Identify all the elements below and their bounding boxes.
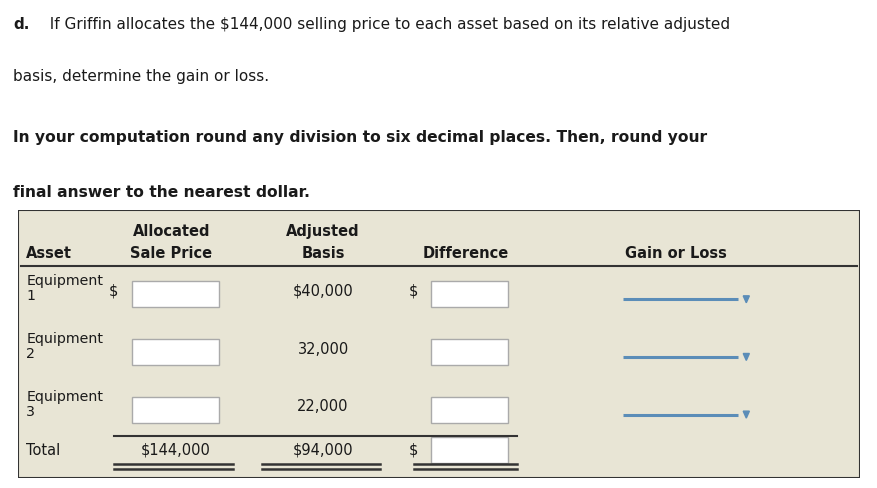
Text: Difference: Difference: [422, 245, 508, 261]
Polygon shape: [742, 353, 748, 361]
Text: $40,000: $40,000: [292, 284, 353, 299]
Polygon shape: [742, 411, 748, 418]
Text: Equipment: Equipment: [26, 390, 103, 404]
Text: d.: d.: [13, 17, 30, 32]
Text: Total: Total: [26, 443, 61, 458]
Bar: [431, 397, 508, 423]
Text: 3: 3: [26, 405, 35, 419]
Text: Allocated: Allocated: [132, 224, 210, 239]
Text: basis, determine the gain or loss.: basis, determine the gain or loss.: [13, 69, 269, 84]
Text: In your computation round any division to six decimal places. Then, round your: In your computation round any division t…: [13, 130, 707, 145]
Text: $94,000: $94,000: [292, 443, 353, 458]
Text: $: $: [109, 284, 118, 299]
Bar: [132, 282, 219, 307]
Text: Adjusted: Adjusted: [286, 224, 360, 239]
Text: 22,000: 22,000: [297, 399, 348, 414]
Bar: [132, 397, 219, 423]
Text: $: $: [408, 443, 417, 458]
Text: Asset: Asset: [26, 245, 72, 261]
Bar: [431, 282, 508, 307]
Text: $: $: [408, 284, 417, 299]
Polygon shape: [742, 296, 748, 303]
Text: Gain or Loss: Gain or Loss: [624, 245, 726, 261]
Bar: [431, 437, 508, 463]
Bar: [132, 339, 219, 365]
Text: If Griffin allocates the $144,000 selling price to each asset based on its relat: If Griffin allocates the $144,000 sellin…: [40, 17, 730, 32]
Text: Equipment: Equipment: [26, 274, 103, 288]
Text: Sale Price: Sale Price: [130, 245, 212, 261]
Text: 1: 1: [26, 289, 35, 304]
Text: final answer to the nearest dollar.: final answer to the nearest dollar.: [13, 184, 310, 200]
Bar: [431, 339, 508, 365]
Text: 32,000: 32,000: [297, 342, 348, 357]
Text: Basis: Basis: [301, 245, 345, 261]
Text: 2: 2: [26, 347, 35, 361]
Text: Equipment: Equipment: [26, 332, 103, 346]
Text: $144,000: $144,000: [140, 443, 210, 458]
